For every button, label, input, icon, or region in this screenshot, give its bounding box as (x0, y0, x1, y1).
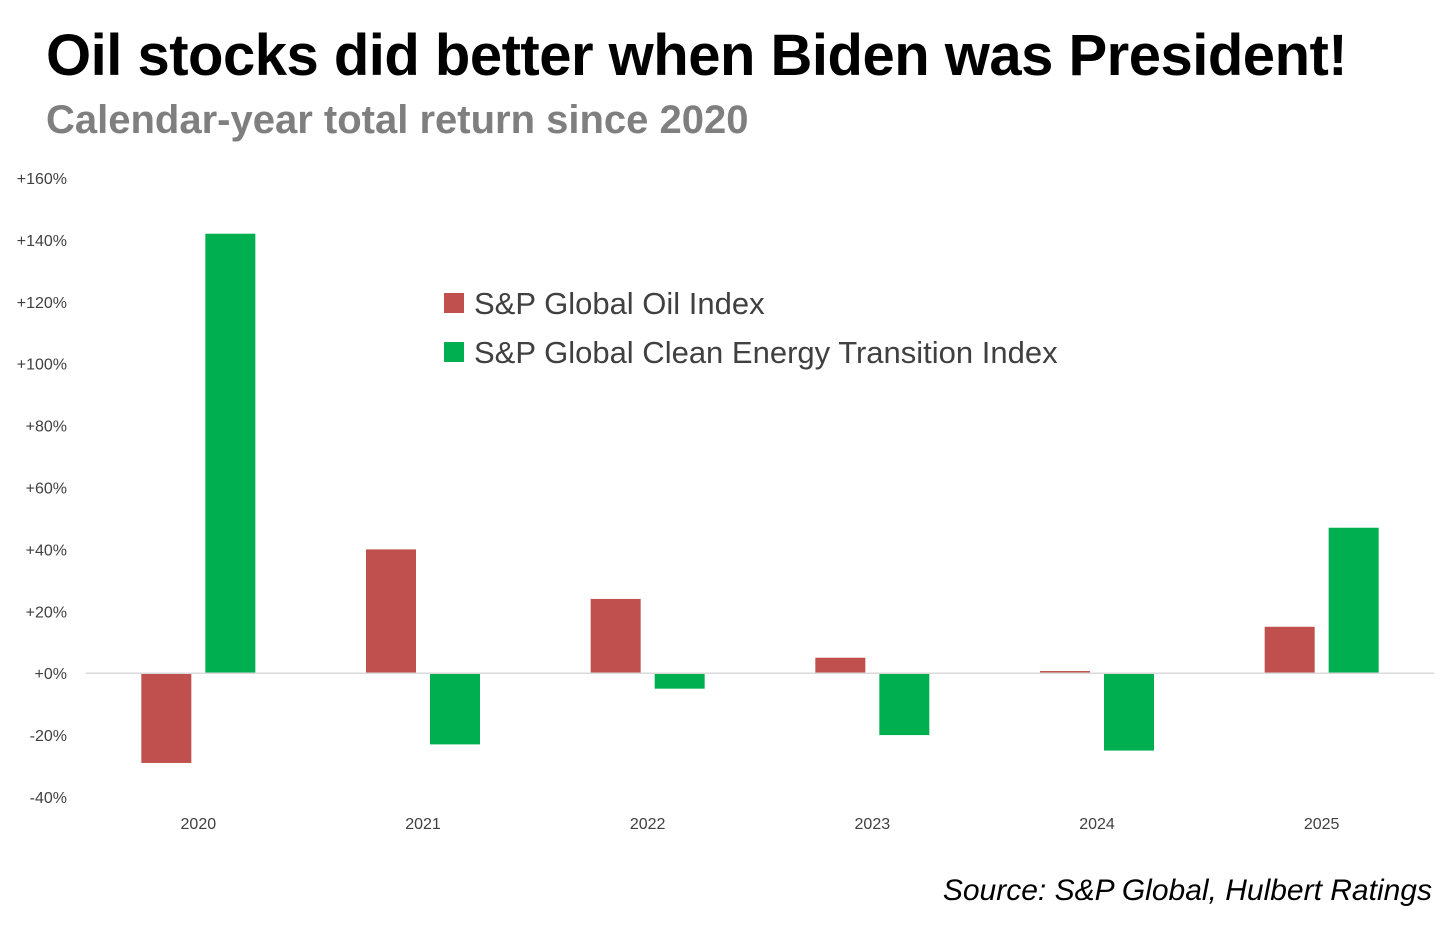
legend-label: S&P Global Oil Index (474, 286, 765, 321)
legend-swatch (444, 293, 464, 313)
y-tick-label: +20% (26, 604, 67, 621)
clean-energy-bar-2022 (654, 673, 705, 689)
oil-index-bar-2020 (141, 673, 192, 763)
clean-energy-bar-2020 (205, 233, 256, 674)
clean-energy-bar-2023 (879, 673, 930, 736)
y-axis: -40% -20% +0% +20% +40% +60% +80% +100% +120% +14… (17, 171, 67, 807)
legend-label: S&P Global Clean Energy Transition Index (474, 335, 1058, 370)
clean-energy-bar-2021 (430, 673, 480, 745)
legend-swatch (444, 342, 464, 362)
x-tick-label: 2022 (630, 816, 666, 833)
chart-title: Oil stocks did better when Biden was Pre… (46, 23, 1348, 88)
y-tick-label: +120% (17, 295, 67, 312)
y-tick-label: +40% (26, 542, 67, 559)
y-tick-label: +100% (17, 357, 67, 374)
oil-index-bar-2024 (1040, 671, 1090, 674)
x-tick-label: 2021 (405, 816, 441, 833)
y-tick-label: +160% (17, 171, 67, 188)
clean-energy-bar-2024 (1104, 673, 1154, 751)
bars (141, 233, 1379, 763)
y-tick-label: +0% (35, 666, 67, 683)
source-note: Source: S&P Global, Hulbert Ratings (942, 874, 1432, 907)
oil-index-bar-2023 (815, 657, 866, 674)
x-tick-label: 2020 (181, 816, 217, 833)
y-tick-label: +80% (26, 419, 67, 436)
x-tick-label: 2024 (1079, 816, 1115, 833)
oil-index-bar-2025 (1264, 626, 1315, 674)
x-axis: 2020 2021 2022 2023 2024 2025 (181, 816, 1340, 833)
y-tick-label: -40% (30, 790, 67, 807)
oil-index-bar-2022 (590, 598, 641, 674)
legend: S&P Global Oil Index S&P Global Clean Ene… (444, 286, 1058, 370)
chart-subtitle: Calendar-year total return since 2020 (46, 98, 749, 142)
oil-index-bar-2021 (366, 549, 416, 674)
x-tick-label: 2023 (855, 816, 891, 833)
x-tick-label: 2025 (1304, 816, 1340, 833)
y-tick-label: +140% (17, 233, 67, 250)
y-tick-label: +60% (26, 481, 67, 498)
y-tick-label: -20% (30, 728, 67, 745)
clean-energy-bar-2025 (1328, 527, 1379, 674)
